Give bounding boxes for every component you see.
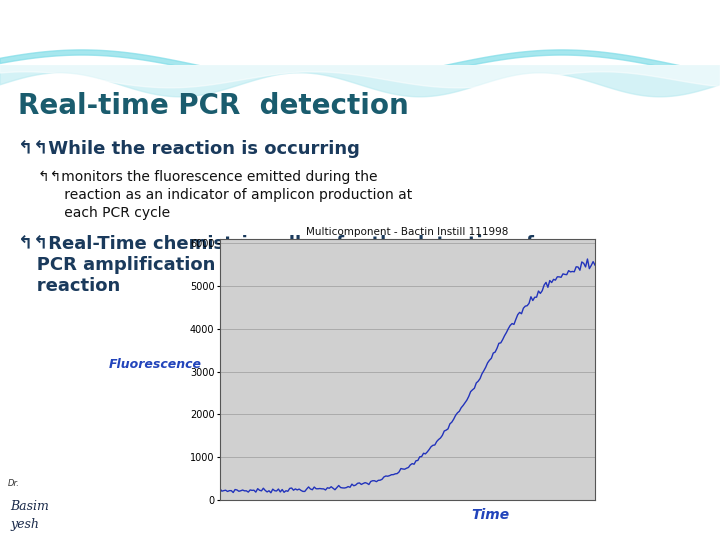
Text: ↰↰While the reaction is occurring: ↰↰While the reaction is occurring: [18, 140, 360, 158]
Text: reaction: reaction: [18, 277, 120, 295]
Text: Time: Time: [471, 508, 509, 522]
Text: 3: 3: [698, 5, 709, 21]
Text: each PCR cycle: each PCR cycle: [38, 206, 170, 220]
Text: reaction as an indicator of amplicon production at: reaction as an indicator of amplicon pro…: [38, 188, 413, 202]
Text: PCR amplification during the early phases of the: PCR amplification during the early phase…: [18, 256, 528, 274]
Text: Real-Time PCR Training: Real-Time PCR Training: [11, 13, 155, 23]
Text: Basim: Basim: [10, 500, 49, 513]
Text: ↰↰monitors the fluorescence emitted during the: ↰↰monitors the fluorescence emitted duri…: [38, 170, 377, 184]
Text: ↰↰Real-Time chemistries allow for the detection of: ↰↰Real-Time chemistries allow for the de…: [18, 235, 534, 253]
Text: yesh: yesh: [10, 518, 39, 531]
Text: Real-time PCR  detection: Real-time PCR detection: [18, 92, 409, 120]
Title: Multicomponent - Bactin Instill 111998: Multicomponent - Bactin Instill 111998: [306, 227, 509, 237]
Text: Dr.: Dr.: [8, 479, 20, 488]
Text: Fluorescence: Fluorescence: [109, 359, 202, 372]
